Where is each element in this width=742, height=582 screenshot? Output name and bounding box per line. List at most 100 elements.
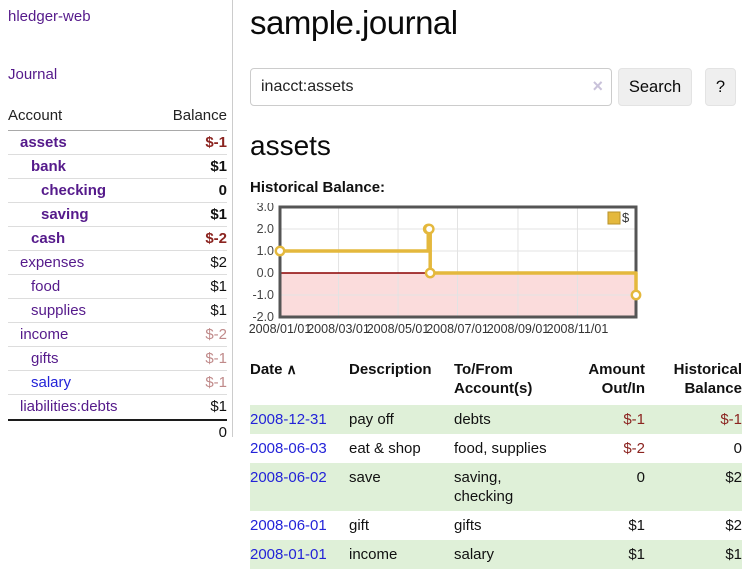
- transaction-balance: $2: [647, 463, 742, 511]
- transaction-accounts: debts: [454, 411, 491, 428]
- account-link[interactable]: saving: [41, 206, 89, 223]
- accounts-table-header: Account Balance: [8, 103, 227, 131]
- transaction-row: 2008-06-02 save saving, checking 0 $2: [250, 463, 742, 511]
- account-row: food $1: [8, 275, 227, 299]
- transaction-description: save: [349, 463, 454, 511]
- accounts-list: assets $-1 bank $1 checking 0 saving $1 cash $-2 e…: [8, 131, 227, 419]
- register-table: Date ∧ Description To/From Account(s) Amo…: [250, 360, 742, 569]
- transaction-balance: $2: [725, 517, 742, 534]
- account-row: checking 0: [8, 179, 227, 203]
- transaction-balance: $1: [647, 540, 742, 569]
- transaction-description: income: [349, 540, 454, 569]
- transaction-accounts: saving, checking: [454, 469, 514, 505]
- balance-column-header: Balance: [172, 107, 227, 124]
- account-balance: $-2: [205, 326, 227, 343]
- account-link[interactable]: supplies: [31, 302, 87, 319]
- transaction-amount: $-2: [623, 440, 645, 457]
- x-axis-tick-label: 2008/05/01: [367, 322, 430, 336]
- account-balance: $-2: [205, 230, 227, 247]
- page-title: sample.journal: [250, 4, 458, 41]
- transaction-date-link[interactable]: 2008-06-01: [250, 517, 327, 534]
- data-point-marker: [630, 289, 642, 301]
- y-axis-tick-label: -2.0: [252, 310, 274, 324]
- transaction-description: pay off: [349, 405, 454, 434]
- account-row: cash $-2: [8, 227, 227, 251]
- transaction-accounts: gifts: [454, 517, 482, 534]
- legend-swatch: [607, 211, 621, 225]
- legend-label: $: [622, 210, 630, 225]
- data-point-marker: [424, 267, 436, 279]
- transaction-amount: 0: [564, 463, 647, 511]
- account-row: income $-2: [8, 323, 227, 347]
- data-point-marker: [423, 223, 435, 235]
- account-balance: $1: [210, 158, 227, 175]
- transaction-date-link[interactable]: 2008-01-01: [250, 546, 327, 563]
- x-axis-tick-label: 2008/09/01: [487, 322, 550, 336]
- main-content: sample.journal × Search ? assets Histori…: [249, 0, 742, 569]
- accounts-column-header: To/From Account(s): [454, 361, 533, 397]
- transaction-date-link[interactable]: 2008-06-03: [250, 440, 327, 457]
- transaction-row: 2008-06-01 gift gifts $1 $2: [250, 511, 742, 540]
- x-axis-tick-label: 2008/07/01: [426, 322, 489, 336]
- data-point-marker: [274, 245, 286, 257]
- transaction-date-link[interactable]: 2008-06-02: [250, 469, 327, 486]
- account-heading: assets: [250, 130, 331, 161]
- chart-title: Historical Balance:: [250, 179, 386, 196]
- account-row: salary $-1: [8, 371, 227, 395]
- transaction-date-link[interactable]: 2008-12-31: [250, 411, 327, 428]
- account-link[interactable]: salary: [31, 374, 72, 391]
- account-balance: $1: [210, 302, 227, 319]
- accounts-total-row: 0: [8, 419, 227, 444]
- account-row: assets $-1: [8, 131, 227, 155]
- transaction-row: 2008-12-31 pay off debts $-1 $-1: [250, 405, 742, 434]
- account-link[interactable]: bank: [31, 158, 67, 175]
- search-button[interactable]: Search: [618, 68, 692, 106]
- app-brand-link[interactable]: hledger-web: [8, 8, 91, 25]
- x-axis-tick-label: 2008/01/01: [249, 322, 312, 336]
- search-bar: × Search ?: [250, 68, 742, 106]
- transaction-balance: 0: [733, 440, 742, 457]
- transaction-balance: $-1: [647, 405, 742, 434]
- accounts-table: Account Balance assets $-1 bank $1 checking 0…: [8, 103, 227, 444]
- account-link[interactable]: income: [20, 326, 69, 343]
- clear-search-icon[interactable]: ×: [592, 76, 603, 96]
- account-row: expenses $2: [8, 251, 227, 275]
- transaction-amount: $1: [564, 540, 647, 569]
- account-link[interactable]: checking: [41, 182, 107, 199]
- account-link[interactable]: assets: [20, 134, 67, 151]
- account-row: gifts $-1: [8, 347, 227, 371]
- account-balance: $2: [210, 254, 227, 271]
- account-row: supplies $1: [8, 299, 227, 323]
- x-axis-tick-label: 2008/11/01: [547, 322, 609, 336]
- amount-column-header: Amount Out/In: [588, 361, 645, 397]
- x-axis-tick-label: 2008/03/01: [307, 322, 370, 336]
- sidebar-item-journal[interactable]: Journal: [8, 66, 58, 83]
- account-balance: $1: [210, 398, 227, 415]
- help-button[interactable]: ?: [705, 68, 736, 106]
- search-input[interactable]: [250, 68, 612, 106]
- account-balance: $-1: [205, 350, 227, 367]
- y-axis-tick-label: -1.0: [252, 288, 274, 302]
- sidebar: hledger-web Journal Account Balance asse…: [0, 0, 233, 441]
- transaction-row: 2008-01-01 income salary $1 $1: [250, 540, 742, 569]
- date-column-header[interactable]: Date ∧: [250, 361, 297, 378]
- account-link[interactable]: food: [31, 278, 61, 295]
- account-column-header: Account: [8, 107, 63, 124]
- account-row: saving $1: [8, 203, 227, 227]
- account-link[interactable]: gifts: [31, 350, 59, 367]
- account-link[interactable]: expenses: [20, 254, 85, 271]
- transaction-description: gift: [349, 517, 370, 534]
- account-balance: $1: [210, 278, 227, 295]
- account-balance: $-1: [205, 374, 227, 391]
- y-axis-tick-label: 1.0: [257, 244, 274, 258]
- transaction-accounts: salary: [454, 546, 495, 563]
- account-link[interactable]: liabilities:debts: [20, 398, 118, 415]
- account-balance: $-1: [205, 134, 227, 151]
- accounts-total-value: 0: [218, 424, 227, 441]
- account-link[interactable]: cash: [31, 230, 66, 247]
- register-header-row: Date ∧ Description To/From Account(s) Amo…: [250, 360, 742, 405]
- sort-ascending-icon: ∧: [286, 361, 297, 377]
- y-axis-tick-label: 3.0: [257, 203, 274, 214]
- account-row: bank $1: [8, 155, 227, 179]
- y-axis-tick-label: 2.0: [257, 222, 274, 236]
